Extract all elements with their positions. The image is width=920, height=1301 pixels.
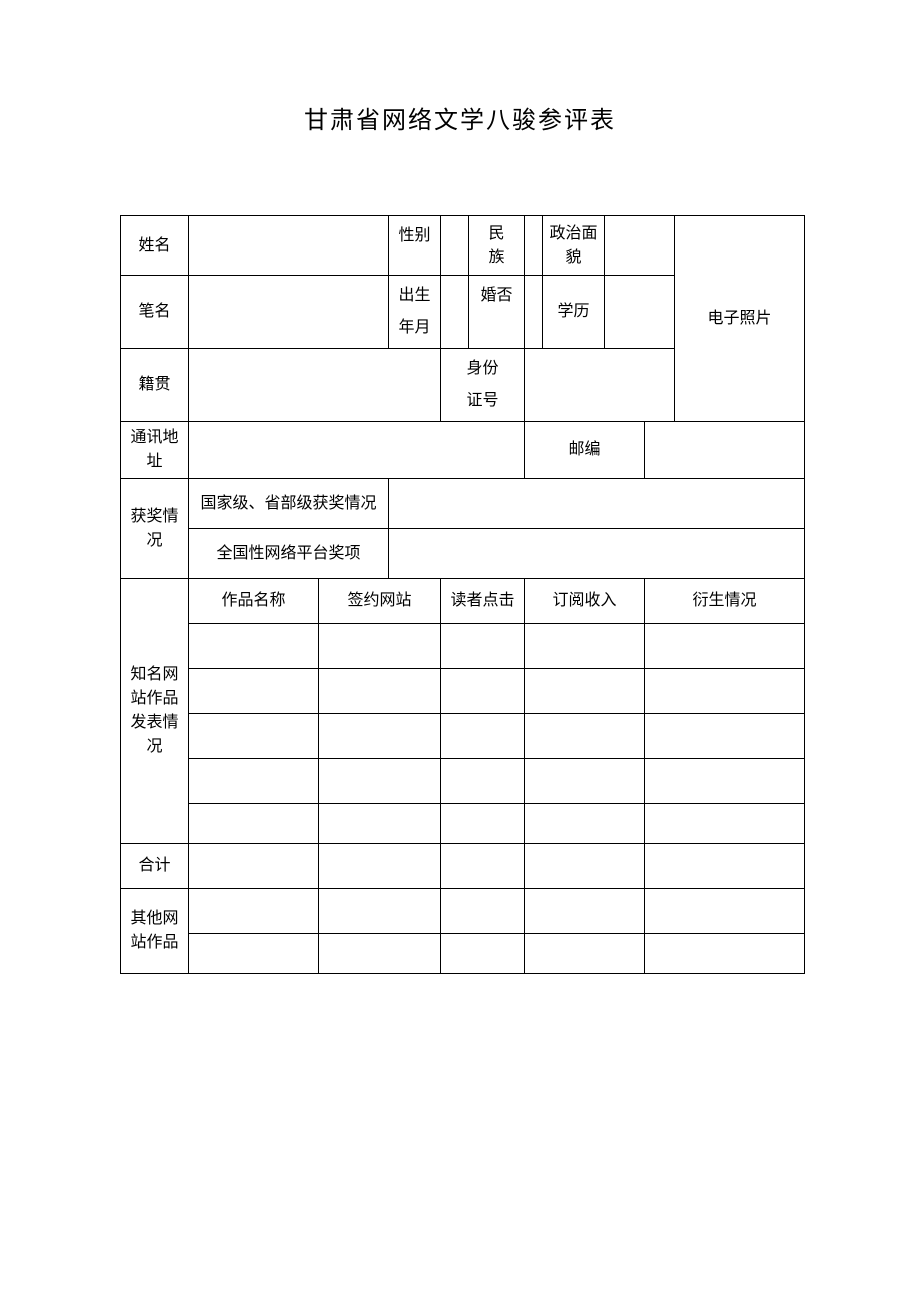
table-cell (525, 759, 645, 804)
document-title: 甘肃省网络文学八骏参评表 (120, 100, 800, 135)
label-education: 学历 (543, 276, 605, 349)
label-birth: 出生年月 (389, 276, 441, 349)
table-cell (441, 889, 525, 934)
label-work-name: 作品名称 (189, 579, 319, 624)
value-penname (189, 276, 389, 349)
table-cell (319, 844, 441, 889)
label-awards: 获奖情况 (121, 479, 189, 579)
label-subscribe-income: 订阅收入 (525, 579, 645, 624)
table-cell (319, 669, 441, 714)
label-married: 婚否 (469, 276, 525, 349)
table-cell (525, 844, 645, 889)
value-name (189, 216, 389, 276)
table-cell (319, 889, 441, 934)
table-cell (525, 714, 645, 759)
table-cell (319, 759, 441, 804)
table-cell (441, 714, 525, 759)
table-cell (525, 889, 645, 934)
table-cell (189, 624, 319, 669)
table-cell (525, 934, 645, 974)
value-birth (441, 276, 469, 349)
label-total: 合计 (121, 844, 189, 889)
table-cell (645, 759, 805, 804)
label-famous-site-works: 知名网站作品发表情况 (121, 579, 189, 844)
label-native-place: 籍贯 (121, 349, 189, 422)
table-cell (441, 804, 525, 844)
table-cell (189, 844, 319, 889)
table-cell (645, 714, 805, 759)
table-cell (319, 934, 441, 974)
table-cell (189, 889, 319, 934)
value-id-number (525, 349, 675, 422)
value-married (525, 276, 543, 349)
value-platform-awards (389, 529, 805, 579)
label-photo: 电子照片 (675, 216, 805, 422)
table-cell (319, 714, 441, 759)
label-id-number: 身份证号 (441, 349, 525, 422)
table-cell (645, 844, 805, 889)
table-cell (441, 934, 525, 974)
value-postcode (645, 422, 805, 479)
table-cell (525, 624, 645, 669)
value-ethnicity (525, 216, 543, 276)
label-reader-clicks: 读者点击 (441, 579, 525, 624)
table-cell (645, 624, 805, 669)
table-cell (189, 759, 319, 804)
label-penname: 笔名 (121, 276, 189, 349)
table-cell (645, 889, 805, 934)
table-cell (645, 934, 805, 974)
table-cell (319, 804, 441, 844)
label-ethnicity: 民族 (469, 216, 525, 276)
label-national-awards: 国家级、省部级获奖情况 (189, 479, 389, 529)
label-postcode: 邮编 (525, 422, 645, 479)
label-platform-awards: 全国性网络平台奖项 (189, 529, 389, 579)
label-gender: 性别 (389, 216, 441, 276)
table-cell (645, 804, 805, 844)
label-address: 通讯地址 (121, 422, 189, 479)
label-name: 姓名 (121, 216, 189, 276)
value-national-awards (389, 479, 805, 529)
table-cell (189, 934, 319, 974)
label-political: 政治面貌 (543, 216, 605, 276)
table-cell (441, 669, 525, 714)
table-cell (189, 804, 319, 844)
table-cell (441, 759, 525, 804)
value-gender (441, 216, 469, 276)
value-address (189, 422, 525, 479)
label-signed-site: 签约网站 (319, 579, 441, 624)
table-cell (645, 669, 805, 714)
table-cell (189, 669, 319, 714)
value-political (605, 216, 675, 276)
table-cell (189, 714, 319, 759)
table-cell (441, 844, 525, 889)
table-cell (525, 804, 645, 844)
label-derivatives: 衍生情况 (645, 579, 805, 624)
table-cell (525, 669, 645, 714)
table-cell (319, 624, 441, 669)
application-form-table: 姓名 性别 民族 政治面貌 电子照片 笔名 出生年月 婚否 学历 籍贯 身份证号… (120, 215, 805, 974)
value-native-place (189, 349, 441, 422)
table-cell (441, 624, 525, 669)
label-other-site-works: 其他网站作品 (121, 889, 189, 974)
value-education (605, 276, 675, 349)
